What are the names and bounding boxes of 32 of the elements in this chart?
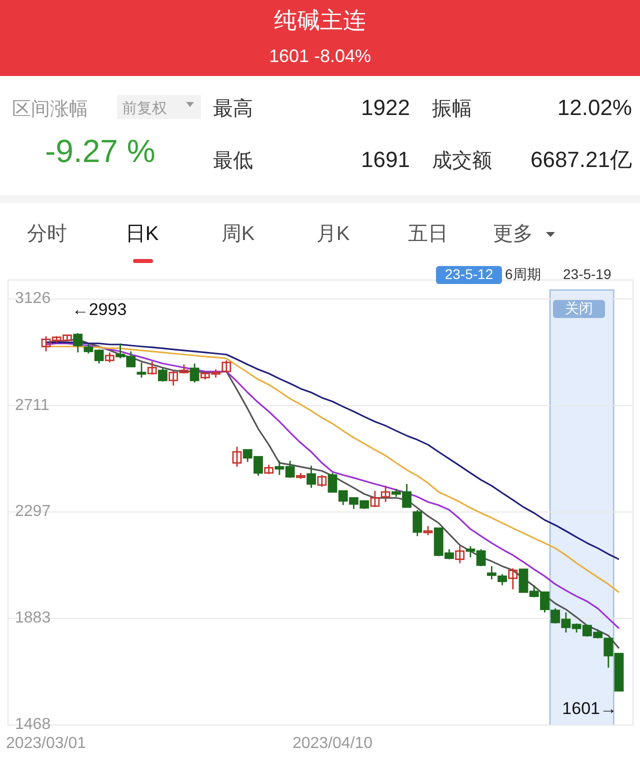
text: 1691 (361, 147, 410, 172)
text: 五日 (408, 223, 448, 245)
text: 周K (221, 223, 256, 245)
y-tick-label: 1468 (15, 716, 51, 734)
x-tick-label: 2023/04/10 (292, 735, 373, 752)
chart-subtitle: 1601 -8.04% (268, 46, 372, 66)
chart-title: 纯碱主连 (274, 7, 366, 33)
text: 前复权 (122, 100, 167, 117)
text: 1922 (361, 95, 410, 120)
text: 最高 (213, 97, 253, 120)
y-tick-label: 2711 (15, 396, 50, 414)
y-tick-label: 3126 (15, 290, 51, 308)
text: 振幅 (432, 98, 472, 120)
text: 最低 (213, 150, 253, 172)
y-tick-label: 2297 (15, 503, 51, 520)
text: 成交额 (432, 150, 492, 172)
text: 日K (125, 223, 160, 245)
text: 区间涨幅 (12, 99, 88, 120)
annotation: ←2993 (72, 300, 127, 319)
y-tick-label: 1883 (15, 610, 51, 627)
annotation: 关闭 (565, 300, 593, 316)
text: -9.27 % (45, 133, 156, 169)
text: 23-5-12 (444, 266, 494, 282)
text: 6周期 (505, 266, 541, 282)
text: 月K (316, 223, 350, 245)
text: 6687.21亿 (530, 147, 632, 172)
text: 23-5-19 (563, 266, 612, 282)
text: 分时 (27, 223, 67, 245)
x-tick-label: 2023/03/01 (6, 735, 86, 752)
text: 12.02% (557, 95, 632, 120)
text: 更多 (493, 223, 533, 245)
annotation: 1601→ (562, 699, 617, 718)
